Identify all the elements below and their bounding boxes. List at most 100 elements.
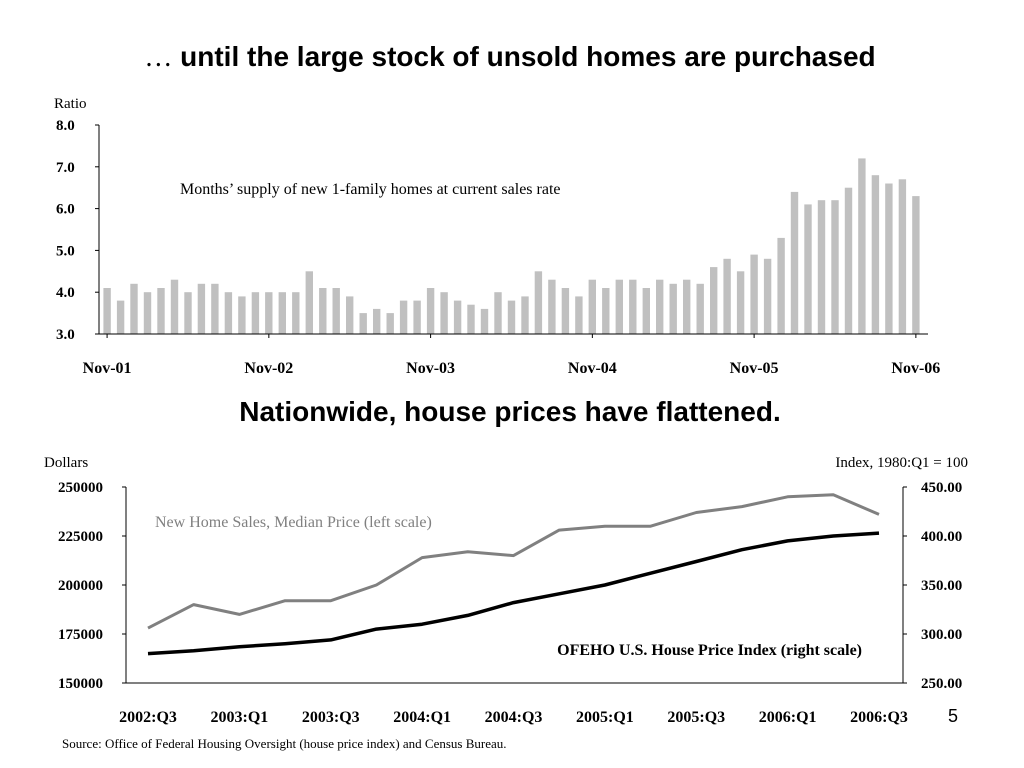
line-right-tick-label: 450.00 <box>921 480 962 496</box>
bar-chart-annotation: Months’ supply of new 1-family homes at … <box>180 181 561 198</box>
bar-y-tick-label: 8.0 <box>56 118 75 134</box>
supply-bar <box>197 283 206 334</box>
supply-bar <box>736 271 745 334</box>
supply-bar <box>305 271 313 334</box>
bar-x-tick-label: Nov-05 <box>730 360 779 377</box>
line-x-tick-label: 2005:Q1 <box>576 709 634 726</box>
supply-bar <box>656 279 664 334</box>
line-left-tick-label: 175000 <box>58 627 103 643</box>
source-note: Source: Office of Federal Housing Oversi… <box>62 736 507 751</box>
line-x-tick-label: 2006:Q1 <box>759 709 817 726</box>
line-x-tick-label: 2003:Q3 <box>302 709 360 726</box>
line-right-axis-label: Index, 1980:Q1 = 100 <box>835 455 968 471</box>
supply-bar <box>804 204 812 334</box>
supply-bar <box>467 304 475 334</box>
supply-bar <box>831 200 839 334</box>
line-x-tick-label: 2002:Q3 <box>119 709 177 726</box>
supply-bar <box>561 288 570 334</box>
line-right-tick-label: 250.00 <box>921 676 962 692</box>
supply-bar <box>278 292 286 334</box>
months-supply-chart: Ratio Months’ supply of new 1-family hom… <box>54 96 940 377</box>
line-left-tick-label: 225000 <box>58 529 103 545</box>
supply-bar <box>292 292 300 334</box>
title-ellipsis: … <box>144 42 173 73</box>
supply-bar <box>346 296 354 334</box>
line-x-tick-label: 2004:Q3 <box>485 709 543 726</box>
line-x-tick-label: 2003:Q1 <box>210 709 268 726</box>
title-text: until the large stock of unsold homes ar… <box>180 41 876 72</box>
supply-bar <box>507 300 516 334</box>
bar-y-tick-label: 4.0 <box>56 285 75 301</box>
median-price-line <box>147 493 880 630</box>
bar-y-tick-label: 6.0 <box>56 202 75 218</box>
supply-bar <box>723 258 731 334</box>
line-left-tick-label: 150000 <box>58 676 103 692</box>
supply-bar <box>588 279 596 334</box>
supply-bar <box>669 283 677 334</box>
supply-bar <box>790 191 799 334</box>
supply-bar <box>844 187 853 334</box>
house-prices-chart: Dollars Index, 1980:Q1 = 100 150000 17500… <box>44 455 968 726</box>
supply-bar <box>710 267 718 334</box>
bar-x-tick-label: Nov-04 <box>568 360 617 377</box>
supply-bar <box>642 288 650 334</box>
slide-title: … until the large stock of unsold homes … <box>120 40 900 75</box>
bar-y-axis-label: Ratio <box>54 96 87 112</box>
supply-bar <box>386 313 394 334</box>
supply-bar <box>777 237 785 334</box>
supply-bar <box>615 279 623 334</box>
slide-number: 5 <box>948 706 959 726</box>
supply-bar <box>548 279 556 334</box>
supply-bar <box>319 288 327 334</box>
supply-bar <box>103 288 111 334</box>
line-x-tick-label: 2006:Q3 <box>850 709 908 726</box>
bar-x-tick-label: Nov-01 <box>83 360 132 377</box>
price-chart-title: Nationwide, house prices have flattened. <box>239 396 781 427</box>
supply-bar <box>332 288 340 334</box>
supply-bar <box>750 254 758 334</box>
supply-bar <box>251 292 260 334</box>
supply-bar <box>696 283 704 334</box>
line-left-tick-label: 200000 <box>58 578 103 594</box>
bar-x-tick-label: Nov-02 <box>244 360 293 377</box>
supply-bar <box>763 258 772 334</box>
supply-bar <box>399 300 408 334</box>
supply-bar <box>143 292 152 334</box>
supply-bar <box>885 183 893 334</box>
line-right-tick-label: 300.00 <box>921 627 962 643</box>
line-right-tick-label: 400.00 <box>921 529 962 545</box>
line-x-tick-label: 2005:Q3 <box>667 709 725 726</box>
supply-bar <box>426 288 435 334</box>
supply-bar <box>170 279 179 334</box>
hpi-series-label: OFEHO U.S. House Price Index (right scal… <box>557 642 862 659</box>
supply-bar <box>521 296 529 334</box>
supply-bar <box>373 308 381 334</box>
supply-bar <box>413 300 421 334</box>
supply-bar <box>184 292 192 334</box>
supply-bar <box>683 279 691 334</box>
supply-bar <box>534 271 543 334</box>
supply-bar <box>480 308 489 334</box>
supply-bar <box>238 296 246 334</box>
supply-bar <box>359 313 367 334</box>
supply-bar <box>265 292 273 334</box>
supply-bar <box>602 288 610 334</box>
bar-y-tick-label: 7.0 <box>56 160 75 176</box>
supply-bar <box>440 292 448 334</box>
supply-bar <box>871 175 880 334</box>
line-left-axis-label: Dollars <box>44 455 88 471</box>
supply-bar <box>130 283 138 334</box>
median-price-series-label: New Home Sales, Median Price (left scale… <box>155 514 432 531</box>
supply-bar <box>858 158 866 334</box>
supply-bar <box>453 300 462 334</box>
supply-bar <box>157 288 165 334</box>
bar-x-tick-label: Nov-06 <box>891 360 940 377</box>
line-right-tick-label: 350.00 <box>921 578 962 594</box>
supply-bar <box>912 196 920 334</box>
bar-y-tick-label: 3.0 <box>56 327 75 343</box>
supply-bar <box>817 200 826 334</box>
supply-bar <box>116 300 125 334</box>
supply-bar <box>629 279 637 334</box>
supply-bar <box>224 292 233 334</box>
